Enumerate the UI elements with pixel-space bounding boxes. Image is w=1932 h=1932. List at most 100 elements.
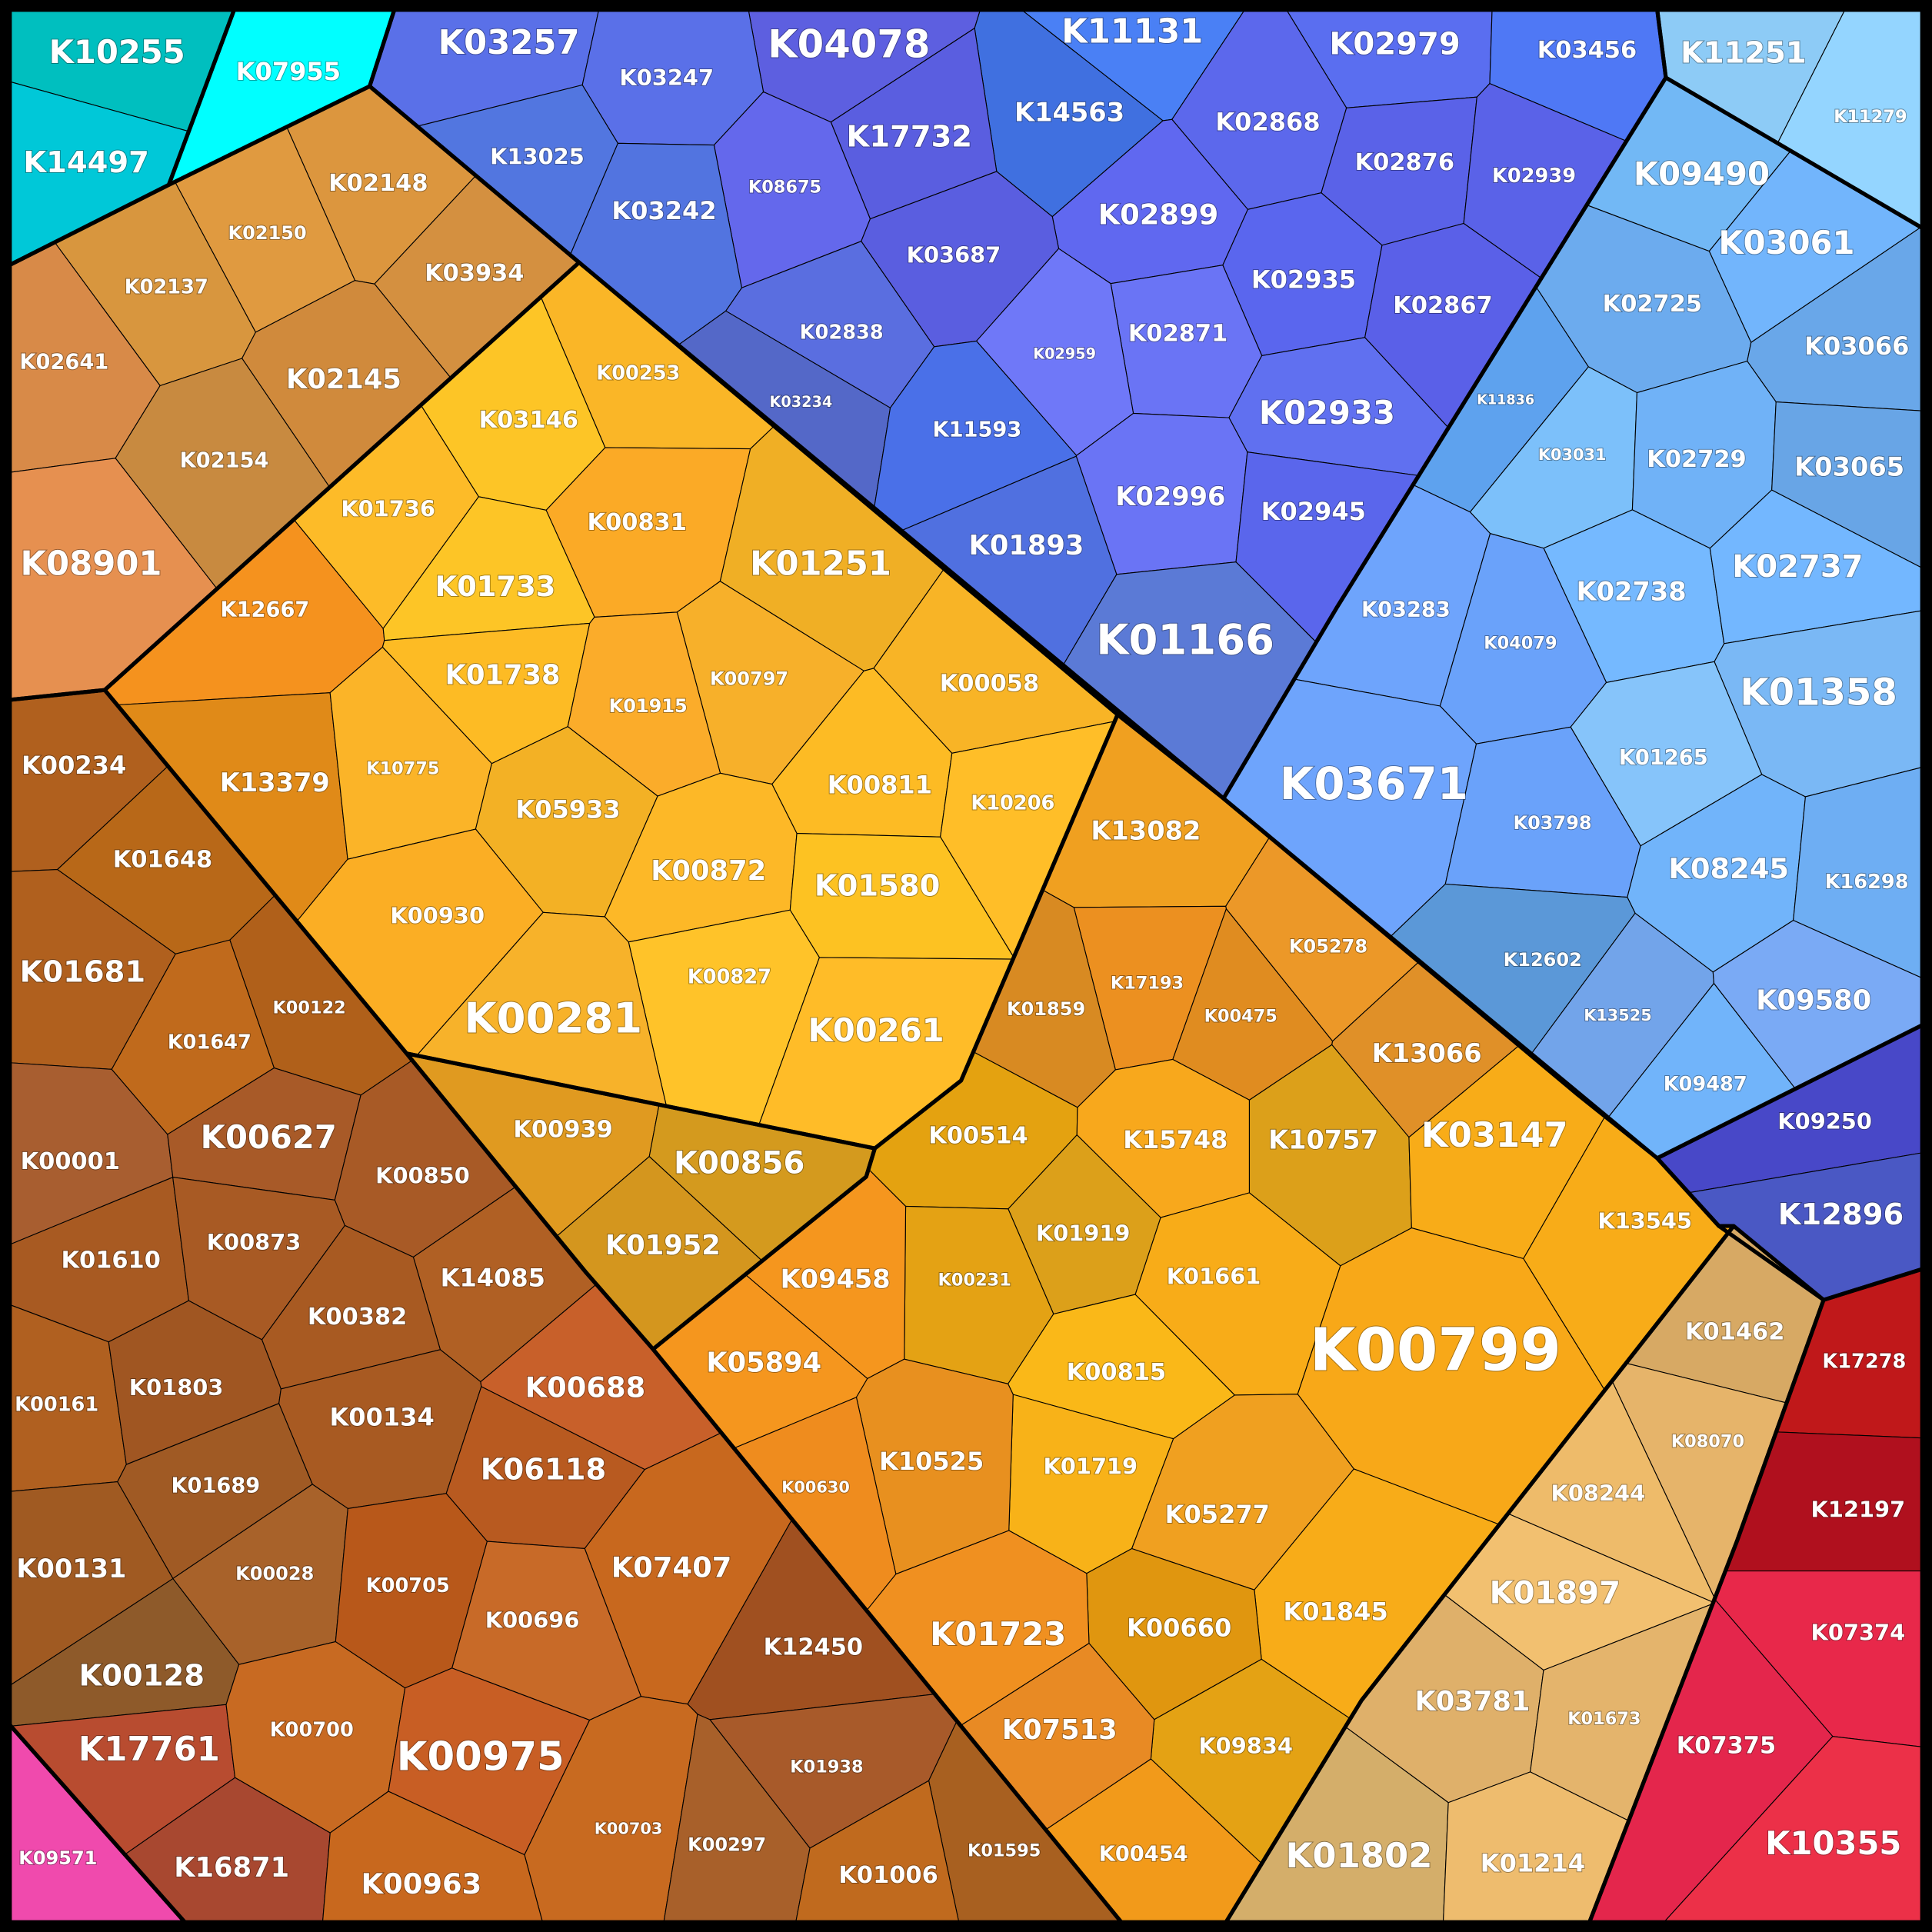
cell-label: K03234 [769,393,832,411]
cell-label: K02979 [1329,27,1460,62]
cell-label: K02935 [1251,265,1356,295]
cell-label: K14563 [1014,97,1124,127]
cell-label: K00873 [207,1229,301,1255]
cell-label: K02933 [1259,394,1395,431]
cell-label: K09458 [781,1264,891,1294]
cell-label: K13066 [1372,1038,1482,1068]
cell-label: K11593 [933,418,1022,442]
cell-label: K00514 [928,1123,1028,1150]
cell-label: K03146 [479,407,578,434]
cell-label: K09571 [18,1847,97,1869]
cell-label: K14497 [23,145,149,180]
cell-label: K08901 [21,545,162,584]
cell-label: K00475 [1204,1007,1277,1027]
cell-label: K03671 [1280,758,1468,810]
cell-label: K04078 [768,22,930,67]
cell-label: K12667 [221,598,310,622]
cell-label: K17732 [847,119,973,154]
cell-label: K00454 [1099,1843,1188,1867]
cell-label: K01938 [790,1757,863,1777]
cell-label: K00028 [235,1563,314,1584]
cell-label: K00688 [525,1371,646,1404]
cell-label: K10355 [1765,1824,1901,1862]
cell-label: K00627 [201,1118,337,1156]
cell-label: K02729 [1647,446,1746,473]
cell-label: K01166 [1096,615,1274,664]
cell-label: K00128 [78,1658,205,1693]
cell-label: K01859 [1007,998,1085,1020]
cell-label: K00131 [16,1554,126,1584]
cell-label: K00703 [595,1819,663,1837]
cell-label: K02996 [1115,481,1225,511]
cell-label: K01251 [750,545,891,584]
cell-label: K01647 [168,1031,251,1054]
cell-label: K02939 [1492,165,1576,188]
cell-label: K08675 [748,178,821,198]
cell-label: K00382 [308,1304,407,1331]
cell-label: K01648 [113,847,212,874]
cell-label: K03798 [1513,812,1591,834]
cell-label: K03257 [438,24,580,62]
cell-label: K03781 [1414,1686,1530,1717]
cell-label: K00930 [390,902,485,928]
cell-label: K02738 [1577,576,1687,606]
cell-label: K05278 [1289,935,1367,957]
cell-label: K01802 [1286,1835,1433,1876]
cell-label: K00058 [940,671,1039,698]
cell-label: K01952 [605,1230,721,1261]
cell-label: K03456 [1537,37,1637,64]
cell-label: K03687 [907,242,1001,268]
cell-label: K00975 [397,1734,565,1780]
cell-label: K03242 [611,196,716,225]
cell-label: K00827 [688,965,771,988]
cell-label: K09487 [1664,1073,1747,1096]
cell-label: K00134 [329,1402,434,1431]
cell-label: K09490 [1634,155,1770,192]
cell-label: K00122 [272,998,345,1018]
cell-label: K00253 [596,361,680,385]
cell-label: K01915 [609,695,688,717]
cell-label: K17761 [78,1730,220,1769]
cell-label: K07955 [236,57,341,86]
cell-label: K00630 [781,1478,850,1497]
cell-label: K00811 [828,771,932,800]
cell-label: K10775 [366,759,439,779]
cell-label: K10206 [971,792,1054,815]
cell-label: K03066 [1804,331,1909,361]
cell-label: K10255 [49,33,185,71]
cell-label: K08245 [1668,852,1789,885]
cell-label: K00797 [710,668,788,690]
cell-label: K16871 [174,1852,289,1884]
cell-label: K03934 [425,260,524,287]
cell-label: K08244 [1551,1481,1646,1507]
cell-label: K01689 [171,1474,260,1498]
cell-label: K00696 [485,1607,580,1634]
cell-label: K00660 [1127,1613,1231,1642]
cell-label: K01358 [1740,671,1897,714]
cell-label: K14085 [441,1263,545,1292]
cell-label: K13082 [1091,815,1201,845]
cell-label: K12450 [764,1634,863,1661]
cell-label: K01214 [1481,1848,1585,1877]
cell-label: K03031 [1538,445,1607,464]
cell-label: K11836 [1477,393,1534,408]
cell-label: K00872 [651,855,766,887]
cell-label: K03147 [1421,1114,1568,1155]
cell-label: K02641 [19,351,108,375]
cell-label: K01919 [1036,1221,1131,1247]
cell-label: K09834 [1198,1733,1293,1759]
cell-label: K05894 [706,1347,821,1378]
cell-label: K00297 [688,1834,766,1855]
cell-label: K00799 [1310,1316,1561,1384]
cell-label: K17193 [1111,973,1184,993]
cell-label: K05933 [515,795,620,824]
cell-label: K01580 [814,868,941,903]
cell-label: K01673 [1567,1709,1641,1729]
cell-label: K15748 [1123,1125,1227,1154]
cell-label: K02945 [1261,497,1366,526]
cell-label: K00281 [464,993,642,1042]
cell-label: K09250 [1777,1108,1872,1134]
